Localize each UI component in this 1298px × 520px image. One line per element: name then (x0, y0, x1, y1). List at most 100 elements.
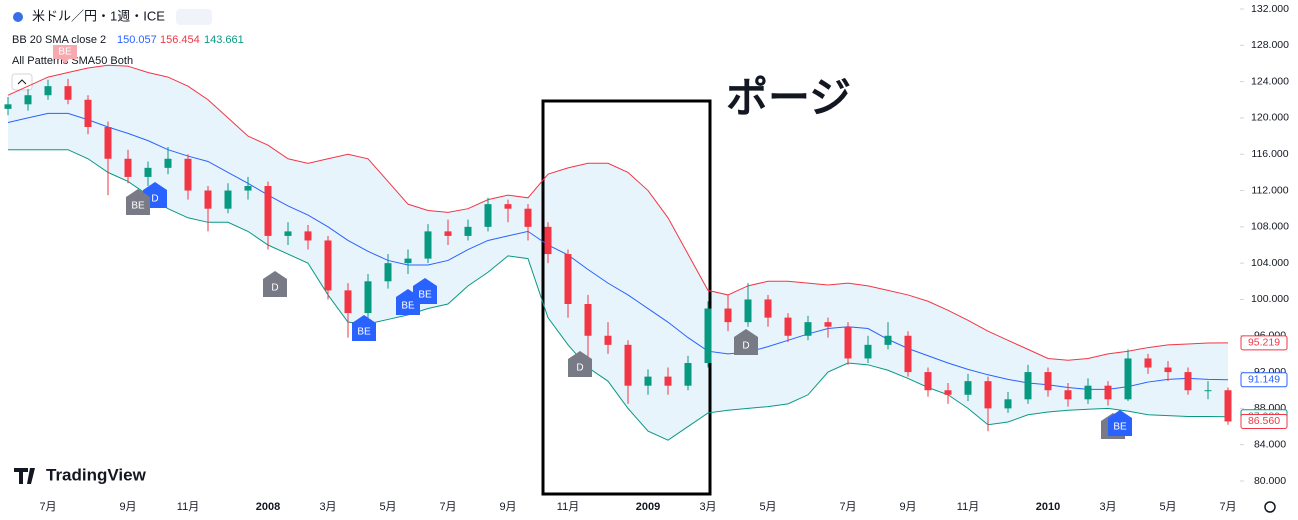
y-tick-label: 128.000 (1251, 39, 1289, 51)
highlight-box (541, 99, 712, 496)
candle-body (944, 390, 952, 395)
settings-button[interactable] (1264, 501, 1276, 513)
x-tick-label: 9月 (499, 501, 516, 513)
pattern-marker (53, 45, 77, 64)
pattern-label: D (151, 194, 158, 205)
candle-body (784, 317, 792, 336)
pattern-marker (263, 271, 287, 297)
x-tick-label: 7月 (439, 501, 456, 513)
candle-body (104, 127, 112, 159)
indicator-name: All Patterns SMA50 Both (12, 55, 133, 67)
candle-body (484, 204, 492, 227)
x-tick-label: 5月 (379, 501, 396, 513)
status-buttons[interactable] (176, 9, 212, 25)
x-tick-label: 3月 (319, 501, 336, 513)
pattern-marker (568, 351, 592, 377)
band-line (7, 64, 1229, 361)
x-tick-label: 5月 (759, 501, 776, 513)
candle-body (84, 99, 92, 127)
x-tick-label: 3月 (699, 501, 716, 513)
pattern-label: D (271, 283, 278, 294)
candle-body (544, 226, 552, 255)
candle-body (1224, 390, 1232, 422)
candle-body (1184, 372, 1192, 391)
x-tick-label: 11月 (557, 501, 579, 513)
y-tick-label: 104.000 (1251, 257, 1289, 269)
y-tick-label: 132.000 (1251, 3, 1289, 15)
y-tick-label: 124.000 (1251, 75, 1289, 87)
collapse-button[interactable] (11, 73, 33, 91)
candle-body (1144, 358, 1152, 368)
pattern-label: BE (58, 47, 72, 58)
candle-body (1104, 385, 1112, 400)
candle-body (124, 158, 132, 177)
flag-icon (13, 12, 23, 22)
candle-body (684, 363, 692, 386)
candle-body (504, 204, 512, 209)
candle-body (804, 322, 812, 336)
pattern-label: BE (1113, 422, 1127, 433)
candle-body (1164, 367, 1172, 373)
candle-body (744, 299, 752, 323)
logo-mark (14, 468, 35, 484)
x-tick-label: 2009 (636, 501, 660, 513)
candle-body (584, 304, 592, 336)
candle-body (624, 344, 632, 386)
x-tick-label: 9月 (899, 501, 916, 513)
candle-body (444, 231, 452, 236)
candle-body (1084, 385, 1092, 400)
candle-body (44, 86, 52, 96)
x-tick-label: 11月 (177, 501, 199, 513)
y-tick-label: 116.000 (1251, 148, 1288, 160)
candle-body (664, 376, 672, 386)
price-badge-label: 91.149 (1248, 374, 1280, 386)
band-line (8, 149, 1229, 441)
candle-body (1204, 390, 1212, 392)
candle-body (924, 372, 932, 391)
pattern-marker (413, 278, 437, 304)
candle-body (244, 186, 252, 191)
candle-body (724, 308, 732, 323)
indicator-value: 150.057 (117, 34, 157, 46)
candle-body (264, 186, 272, 236)
y-tick-label: 120.000 (1251, 112, 1289, 124)
indicator-name: BB 20 SMA close 2 (12, 34, 106, 46)
candle-body (1124, 358, 1132, 400)
candle-body (1024, 372, 1032, 400)
candle-body (1044, 372, 1052, 391)
y-tick-label: 100.000 (1251, 293, 1289, 305)
price-badge (1240, 335, 1288, 351)
candle-body (1004, 399, 1012, 409)
candle-body (704, 308, 712, 363)
candle-body (304, 231, 312, 241)
price-badge (1240, 413, 1288, 429)
candle-body (964, 381, 972, 395)
x-tick-label: 2008 (256, 501, 280, 513)
symbol-title: 米ドル／円・1週・ICE (32, 8, 165, 23)
price-badge-label: 86.560 (1248, 415, 1280, 427)
candle-body (144, 167, 152, 177)
candle-body (644, 376, 652, 386)
price-badge-label: 95.219 (1248, 337, 1280, 349)
pattern-marker (1108, 410, 1132, 436)
pattern-label: BE (357, 327, 371, 338)
y-tick-label: 112.000 (1251, 184, 1288, 196)
candle-body (1064, 390, 1072, 400)
x-tick-label: 2010 (1036, 501, 1060, 513)
x-tick-label: 11月 (957, 501, 979, 513)
candle-body (224, 190, 232, 209)
candle-body (464, 226, 472, 236)
candle-body (64, 86, 72, 100)
logo: TradingView (46, 465, 147, 484)
band-fill (8, 65, 1228, 441)
pattern-marker (352, 315, 376, 341)
candle-body (364, 281, 372, 314)
pattern-label: D (742, 341, 749, 352)
x-tick-label: 7月 (39, 501, 56, 513)
pattern-marker (126, 189, 150, 215)
x-tick-label: 5月 (1159, 501, 1176, 513)
candle-body (4, 104, 12, 109)
pattern-label: D (576, 363, 583, 374)
